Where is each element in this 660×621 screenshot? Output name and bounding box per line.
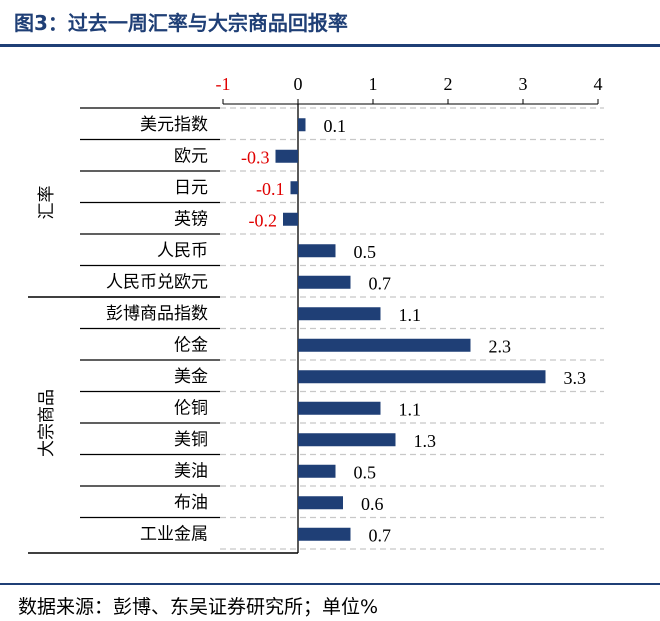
x-tick-label: 1 <box>369 74 378 94</box>
value-label: 1.1 <box>399 305 422 325</box>
value-label: -0.3 <box>241 147 270 167</box>
value-label: 1.3 <box>414 431 437 451</box>
group-label: 汇率 <box>37 186 57 220</box>
category-label: 人民币兑欧元 <box>106 272 208 292</box>
bar <box>283 212 298 226</box>
value-label: 0.6 <box>361 494 384 514</box>
title-rule <box>0 44 660 47</box>
category-label: 伦金 <box>174 335 208 355</box>
bar <box>298 464 336 478</box>
bar <box>290 181 298 195</box>
category-label: 工业金属 <box>140 524 208 544</box>
value-label: 0.5 <box>354 462 377 482</box>
category-label: 美金 <box>174 367 208 387</box>
value-label: 0.7 <box>369 525 392 545</box>
category-label: 英镑 <box>174 209 208 229</box>
category-label: 美元指数 <box>140 115 208 135</box>
x-tick-label: 2 <box>444 74 453 94</box>
bar <box>298 527 351 541</box>
value-label: 2.3 <box>489 336 512 356</box>
bar <box>298 244 336 258</box>
source-note: 数据来源：彭博、东吴证券研究所；单位% <box>18 596 379 618</box>
bar <box>298 370 546 384</box>
category-label: 布油 <box>174 493 208 513</box>
value-label: -0.1 <box>256 179 285 199</box>
category-label: 日元 <box>174 178 208 198</box>
value-label: 0.1 <box>324 116 347 136</box>
category-label: 人民币 <box>157 241 208 261</box>
bar <box>298 433 396 447</box>
x-tick-label: 3 <box>519 74 528 94</box>
category-label: 欧元 <box>174 146 208 166</box>
x-tick-label: 4 <box>594 74 603 94</box>
value-label: -0.2 <box>249 210 278 230</box>
bar-chart: -1 0 1 2 3 4 美元指数欧元日元英镑人民币人民币兑欧元彭博商品指数伦金美金伦铜美铜… <box>28 74 604 554</box>
category-label: 伦铜 <box>174 398 208 418</box>
value-label: 1.1 <box>399 399 422 419</box>
bar <box>298 307 381 321</box>
bar <box>298 496 343 510</box>
value-label: 3.3 <box>564 368 587 388</box>
bar <box>298 338 471 352</box>
x-tick-label: 0 <box>294 74 303 94</box>
figure-title: 图3：过去一周汇率与大宗商品回报率 <box>14 11 348 35</box>
x-tick-label: -1 <box>216 74 231 94</box>
category-label: 美铜 <box>174 430 208 450</box>
bar <box>275 149 298 163</box>
bar <box>298 118 306 132</box>
source-rule <box>0 583 660 585</box>
bar <box>298 275 351 289</box>
group-label: 大宗商品 <box>37 389 57 457</box>
value-label: 0.5 <box>354 242 377 262</box>
category-label: 美油 <box>174 461 208 481</box>
category-label: 彭博商品指数 <box>106 304 208 324</box>
value-label: 0.7 <box>369 273 392 293</box>
bar <box>298 401 381 415</box>
